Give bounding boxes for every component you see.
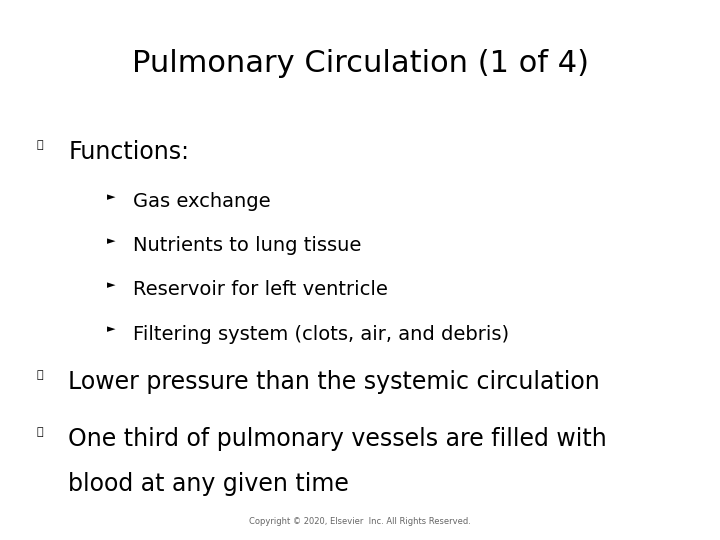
Text: ►: ► — [107, 192, 116, 202]
Text: Pulmonary Circulation (1 of 4): Pulmonary Circulation (1 of 4) — [132, 49, 588, 78]
Text: Functions:: Functions: — [68, 140, 189, 164]
Text: Gas exchange: Gas exchange — [133, 192, 271, 211]
Text: ⦿: ⦿ — [36, 370, 43, 380]
Text: Copyright © 2020, Elsevier  Inc. All Rights Reserved.: Copyright © 2020, Elsevier Inc. All Righ… — [249, 517, 471, 526]
Text: Lower pressure than the systemic circulation: Lower pressure than the systemic circula… — [68, 370, 600, 394]
Text: Nutrients to lung tissue: Nutrients to lung tissue — [133, 236, 361, 255]
Text: Reservoir for left ventricle: Reservoir for left ventricle — [133, 280, 388, 299]
Text: One third of pulmonary vessels are filled with: One third of pulmonary vessels are fille… — [68, 427, 607, 450]
Text: ⦿: ⦿ — [36, 427, 43, 437]
Text: ►: ► — [107, 236, 116, 246]
Text: ►: ► — [107, 325, 116, 335]
Text: ►: ► — [107, 280, 116, 291]
Text: ⦿: ⦿ — [36, 140, 43, 151]
Text: Filtering system (clots, air, and debris): Filtering system (clots, air, and debris… — [133, 325, 509, 343]
Text: blood at any given time: blood at any given time — [68, 472, 349, 496]
